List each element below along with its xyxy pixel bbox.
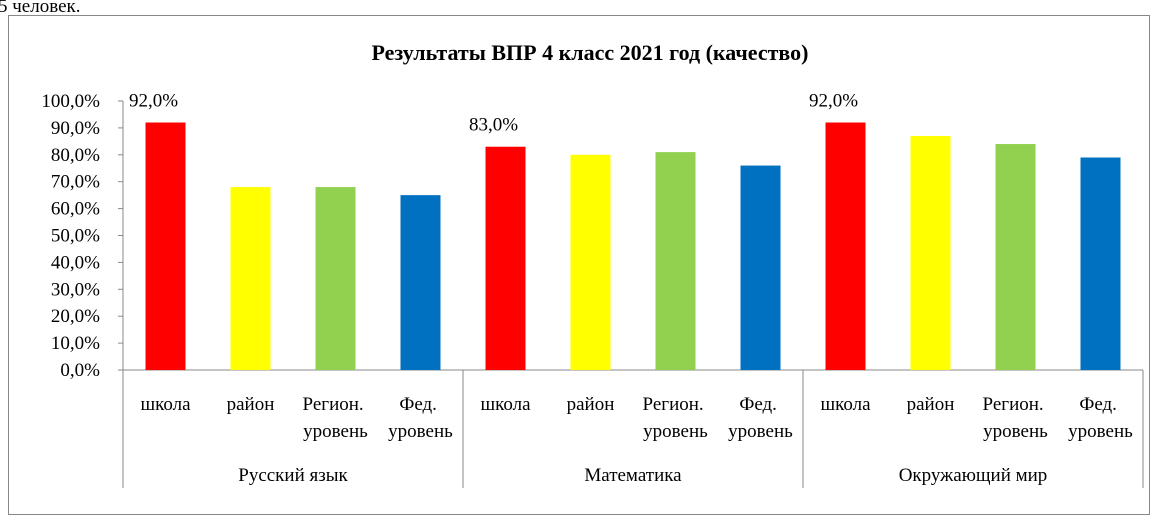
x-tick-label: район [567, 394, 615, 415]
chart-title: Результаты ВПР 4 класс 2021 год (качеств… [372, 40, 809, 65]
x-tick-label: Фед. уровень [728, 394, 793, 442]
x-tick-label: Фед. уровень [388, 394, 453, 442]
bar [910, 135, 951, 370]
bar [995, 144, 1036, 370]
x-tick-label: школа [140, 394, 191, 415]
bar [655, 152, 696, 370]
y-tick-label: 0,0% [60, 360, 100, 381]
x-tick-label: школа [820, 394, 871, 415]
group-label: Русский язык [238, 465, 348, 486]
x-tick-label: район [227, 394, 275, 415]
x-tick-label: Регион. уровень [303, 394, 369, 442]
y-tick-label: 50,0% [51, 226, 100, 247]
bar [570, 154, 611, 370]
x-tick-label: район [907, 394, 955, 415]
y-tick-label: 80,0% [51, 145, 100, 166]
y-tick-label: 100,0% [41, 91, 100, 112]
y-tick-label: 30,0% [51, 279, 100, 300]
header-text: 5 человек. [0, 0, 81, 17]
x-tick-label: школа [480, 394, 531, 415]
bar [145, 122, 186, 371]
data-label: 83,0% [469, 115, 518, 136]
group-label: Окружающий мир [899, 465, 1048, 486]
bar [1080, 157, 1121, 370]
y-tick-label: 40,0% [51, 252, 100, 273]
bar [740, 165, 781, 370]
bar [400, 195, 441, 370]
bar [485, 146, 526, 370]
bar [825, 122, 866, 371]
y-tick-label: 70,0% [51, 172, 100, 193]
bar [230, 187, 271, 370]
x-tick-label: Регион. уровень [983, 394, 1049, 442]
data-label: 92,0% [809, 91, 858, 112]
y-tick-label: 60,0% [51, 199, 100, 220]
x-tick-label: Регион. уровень [643, 394, 709, 442]
x-tick-label: Фед. уровень [1068, 394, 1133, 442]
y-tick-label: 20,0% [51, 306, 100, 327]
y-tick-label: 90,0% [51, 118, 100, 139]
group-label: Математика [584, 465, 682, 486]
data-label: 92,0% [129, 91, 178, 112]
y-tick-label: 10,0% [51, 333, 100, 354]
bar [315, 187, 356, 370]
